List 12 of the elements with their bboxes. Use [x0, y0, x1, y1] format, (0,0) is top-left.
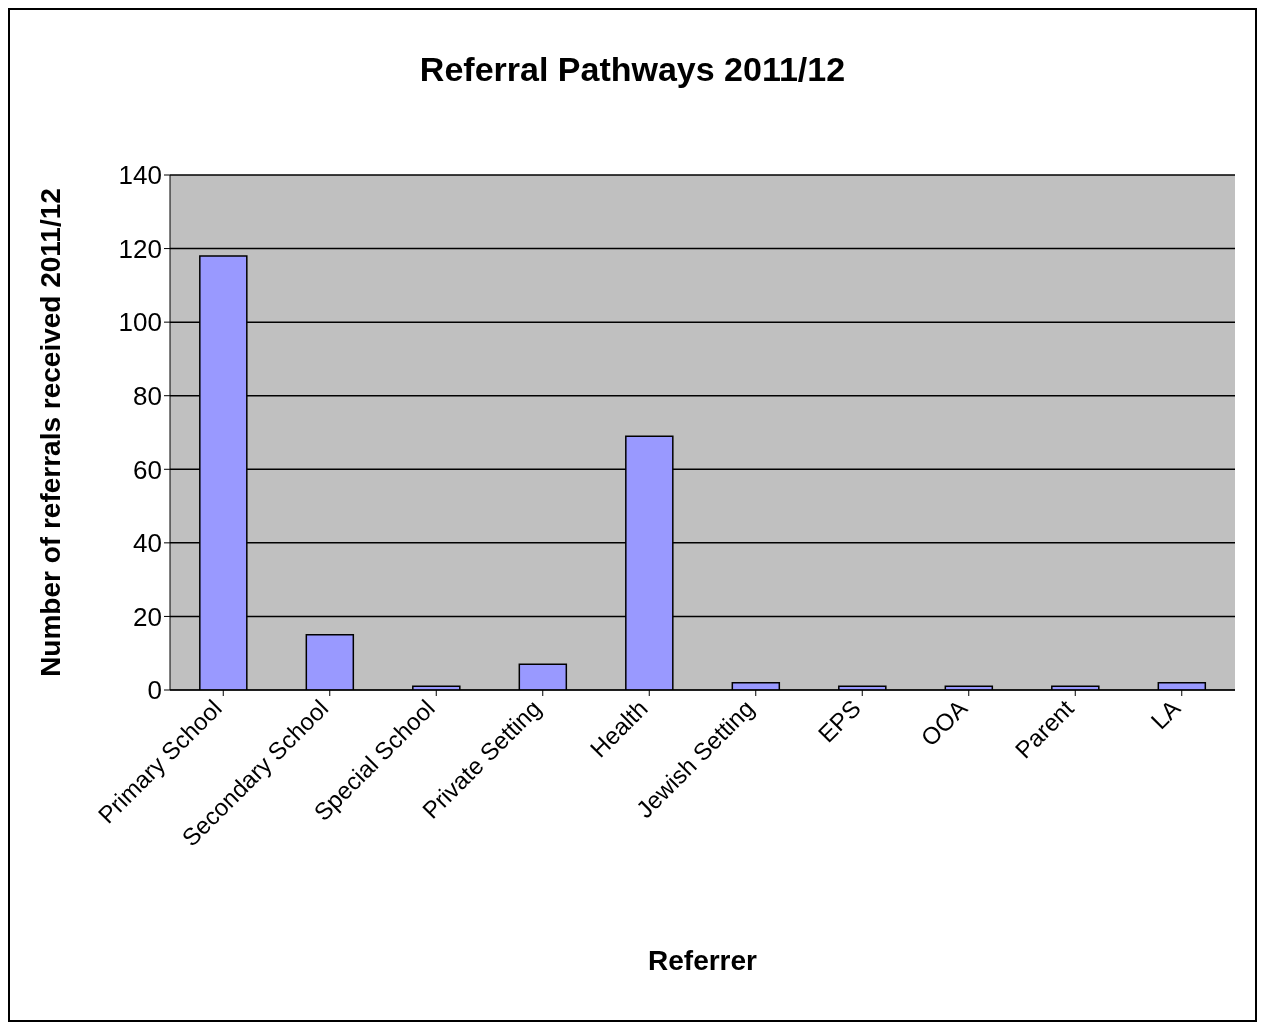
y-tick-label: 80 — [133, 380, 162, 411]
y-tick-label: 0 — [147, 675, 162, 706]
y-tick-label: 120 — [118, 233, 162, 264]
y-axis-title: Number of referrals received 2011/12 — [34, 188, 66, 677]
x-axis-title: Referrer — [648, 945, 758, 976]
x-tick-label: LA — [1145, 694, 1186, 735]
y-tick-label: 140 — [118, 160, 162, 191]
y-tick-label: 40 — [133, 528, 162, 559]
y-tick-label: 100 — [118, 307, 162, 338]
y-tick-label: 20 — [133, 601, 162, 632]
y-tick-label: 60 — [133, 454, 162, 485]
chart-title: Referral Pathways 2011/12 — [418, 50, 847, 89]
